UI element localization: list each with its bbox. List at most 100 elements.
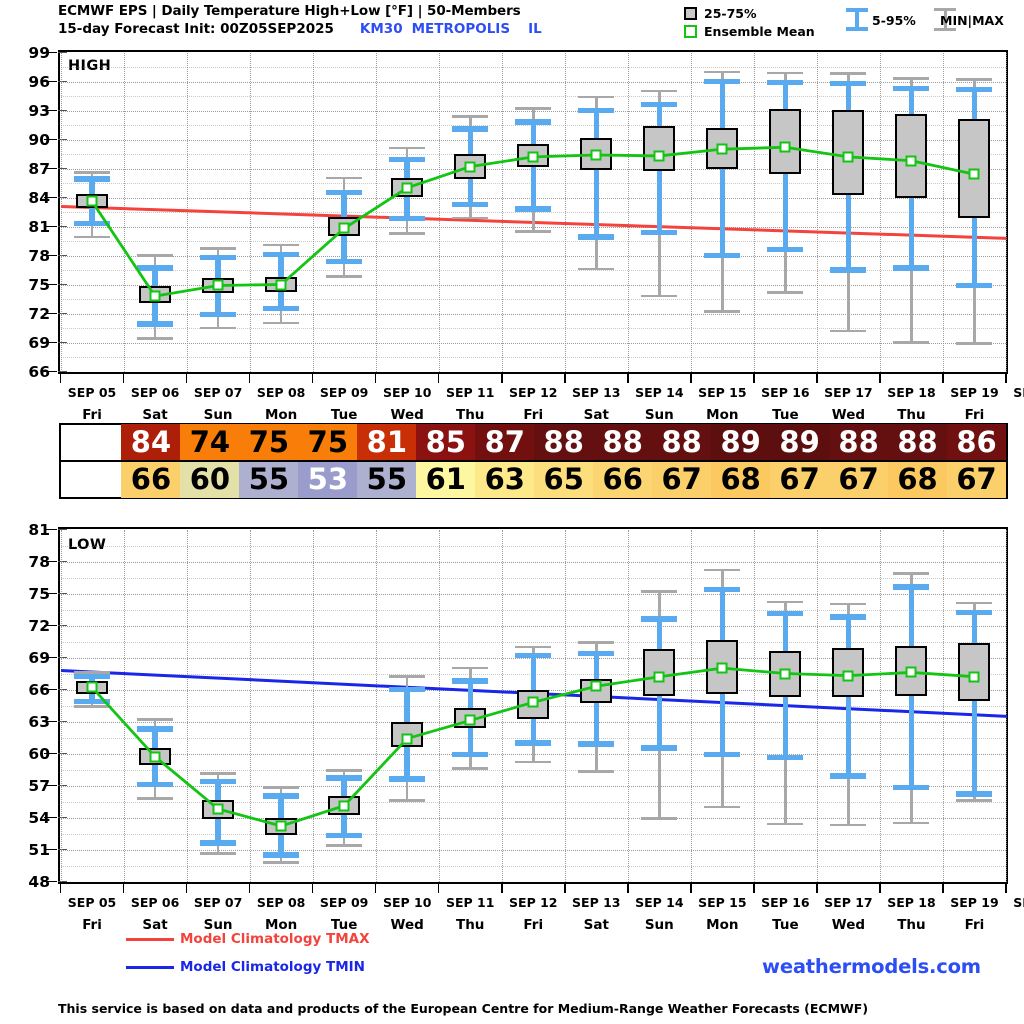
table-cell-high: 75: [298, 424, 358, 461]
p95-cap: [515, 119, 552, 125]
p05-cap: [200, 840, 237, 846]
min-cap: [893, 821, 930, 825]
x-axis-tick: [942, 884, 944, 893]
ensemble-mean-marker: [527, 696, 539, 708]
grid-line-horizontal-minor: [60, 609, 1006, 611]
x-axis-dow-label: Wed: [390, 407, 424, 423]
p95-cap: [956, 610, 993, 616]
grid-line-horizontal: [60, 625, 1006, 627]
x-axis-tick: [437, 884, 440, 893]
p95-cap: [389, 157, 426, 163]
max-cap: [137, 254, 174, 257]
min-cap: [767, 290, 804, 294]
x-axis-dow-label: Sat: [583, 407, 609, 423]
grid-line-horizontal: [60, 342, 1006, 344]
max-cap: [137, 718, 174, 721]
table-cell-high: 88: [652, 424, 712, 461]
x-axis-dow-label: Thu: [455, 407, 485, 423]
table-cell-high: 86: [947, 424, 1006, 461]
min-cap: [704, 805, 741, 809]
grid-line-horizontal: [60, 849, 1006, 851]
p95-cap: [137, 265, 174, 271]
tmin-legend-label: Model Climatology TMIN: [180, 959, 365, 975]
max-cap: [452, 666, 489, 670]
max-cap: [515, 107, 552, 110]
x-axis-date-label: SEP 11: [445, 895, 495, 910]
grid-line-horizontal-minor: [60, 641, 1006, 643]
x-axis-dow-label: Sun: [644, 917, 674, 933]
p05-cap: [263, 852, 300, 858]
y-axis-tick: [44, 225, 57, 228]
x-axis-tick: [816, 374, 818, 383]
min-cap: [578, 770, 615, 773]
p95-cap: [263, 793, 300, 799]
x-axis-tick: [311, 884, 314, 893]
y-axis-label: 93: [28, 101, 50, 120]
x-axis-date-label: SEP 11: [445, 385, 495, 400]
y-axis-label: 51: [28, 840, 50, 859]
mean-swatch-icon: [684, 25, 697, 38]
grid-line-vertical: [60, 52, 62, 372]
x-axis-tick: [311, 374, 314, 383]
max-cap: [893, 77, 930, 80]
x-axis-tick: [122, 374, 125, 383]
x-axis-tick: [122, 884, 125, 893]
grid-line-horizontal: [60, 561, 1006, 563]
p05-cap: [767, 247, 804, 253]
x-axis-tick: [563, 884, 566, 893]
p05-cap: [956, 791, 993, 797]
ensemble-mean-marker: [149, 290, 161, 302]
grid-line-horizontal-minor: [60, 357, 1006, 358]
grid-line-vertical: [1006, 529, 1007, 882]
min-cap: [326, 275, 363, 279]
ensemble-mean-marker: [212, 279, 224, 291]
y-axis-label: 63: [28, 712, 50, 731]
max-cap: [263, 243, 300, 247]
ensemble-mean-marker: [86, 195, 98, 207]
ensemble-mean-marker: [968, 671, 980, 683]
grid-line-vertical: [942, 52, 944, 372]
x-axis-dow-label: Mon: [264, 917, 298, 933]
p95-cap: [641, 102, 678, 108]
x-axis-dow-label: Fri: [82, 917, 102, 933]
p05-cap: [137, 321, 174, 327]
station-id: KM30: [359, 21, 403, 37]
p05-cap: [452, 201, 489, 207]
p95-cap: [767, 611, 804, 617]
x-axis-dow-label: Fri: [523, 917, 544, 933]
y-axis-label: 72: [28, 616, 50, 635]
brand-link[interactable]: weathermodels.com: [762, 955, 981, 978]
x-axis-dow-label: Wed: [831, 917, 866, 933]
range-whisker-icon: [846, 6, 868, 32]
x-axis-date-label: SEP 12: [509, 385, 558, 400]
y-axis-tick: [44, 196, 57, 199]
x-axis-tick: [500, 374, 503, 383]
min-cap: [74, 705, 111, 708]
x-axis-tick: [627, 884, 629, 893]
x-axis-dow-label: Tue: [330, 917, 358, 933]
grid-line-horizontal-minor: [60, 577, 1006, 579]
y-axis-label: 72: [28, 304, 50, 323]
y-axis-tick: [44, 720, 57, 723]
y-axis-tick: [44, 167, 57, 170]
y-axis-tick-inner: [58, 529, 67, 530]
x-axis-dow-label: Sat: [583, 917, 609, 933]
x-axis-tick: [690, 374, 692, 383]
p05-cap: [74, 698, 111, 704]
grid-line-horizontal-minor: [60, 769, 1006, 771]
y-axis-tick: [44, 656, 57, 659]
x-axis-dow-label: Sun: [203, 407, 233, 423]
x-axis-dow-label: Tue: [772, 917, 799, 933]
min-cap: [893, 341, 930, 344]
ensemble-mean-marker: [338, 800, 350, 812]
max-cap: [956, 78, 993, 81]
range-whisker: [971, 612, 978, 795]
table-cell-low: 61: [416, 461, 476, 498]
table-cell-low: 66: [593, 461, 653, 498]
ensemble-mean-marker: [338, 222, 350, 234]
p05-cap: [641, 229, 678, 235]
x-axis-tick: [59, 374, 62, 383]
x-axis-tick: [1005, 884, 1007, 893]
min-cap: [578, 267, 615, 271]
min-cap: [515, 760, 552, 764]
